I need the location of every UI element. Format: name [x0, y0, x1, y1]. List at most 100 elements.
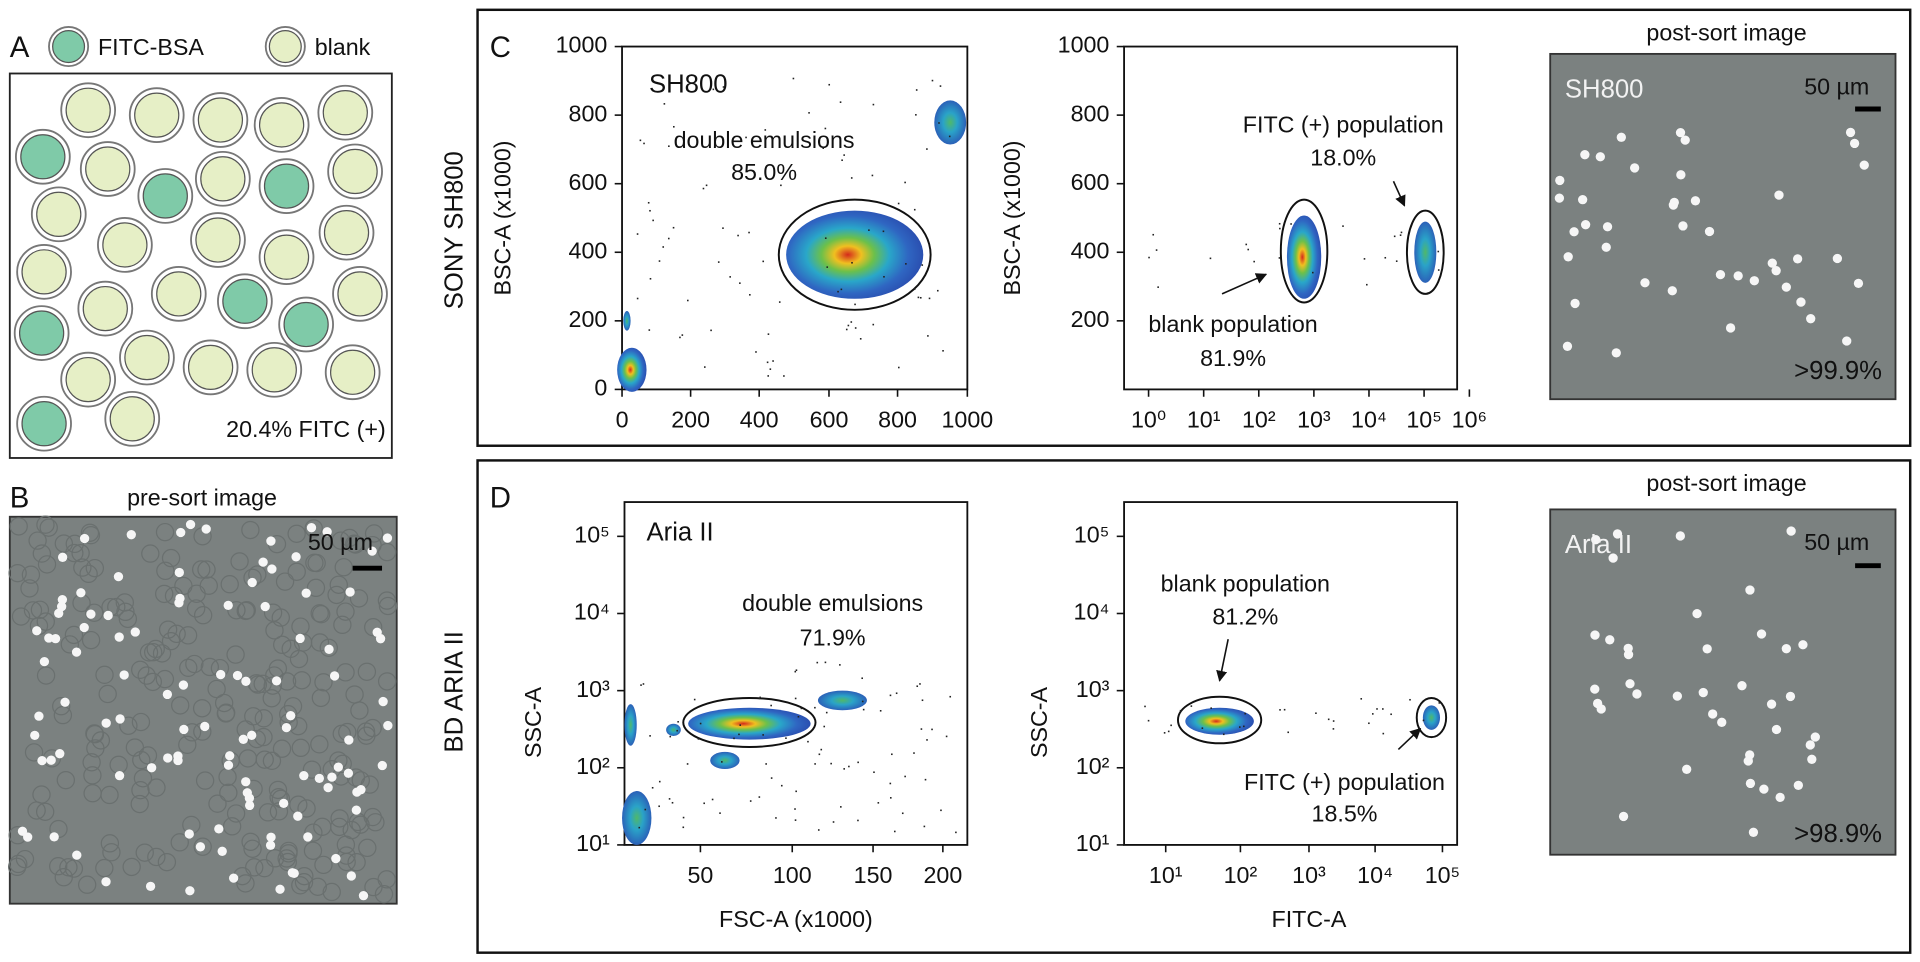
event: [939, 85, 942, 87]
droplet-shadow: [195, 771, 215, 790]
event: [658, 805, 660, 808]
particle: [1781, 644, 1792, 654]
y-tick-label: 400: [569, 237, 608, 263]
droplet-shadow: [350, 701, 369, 720]
droplet-shadow: [374, 884, 394, 904]
droplet-core: [21, 401, 67, 447]
event: [712, 88, 715, 91]
event: [924, 778, 927, 781]
event: [717, 261, 720, 263]
x-tick-label: 200: [671, 406, 710, 432]
droplet-shadow: [292, 671, 312, 690]
droplet-shadow: [220, 575, 239, 594]
droplet-shadow: [170, 833, 189, 852]
event: [913, 288, 916, 290]
droplet-shadow: [311, 605, 331, 624]
gate-label: FITC (+) population: [1244, 769, 1445, 795]
particle: [1682, 764, 1692, 774]
droplet-shadow: [241, 832, 260, 851]
particle: [267, 564, 277, 574]
droplet-shadow: [207, 679, 226, 699]
event: [825, 711, 828, 714]
droplet-shadow: [302, 760, 322, 779]
event: [681, 334, 684, 336]
droplet-core: [134, 92, 180, 138]
particle: [1737, 681, 1747, 691]
event: [1422, 719, 1425, 722]
event: [845, 328, 848, 331]
y-axis-label: BSC-A (x1000): [999, 140, 1025, 295]
event: [770, 704, 772, 707]
event: [823, 725, 826, 728]
droplet-shadow: [81, 630, 101, 650]
event: [854, 303, 856, 306]
particle: [1675, 531, 1685, 541]
droplet-shadow: [147, 778, 166, 797]
density-blob: [1422, 705, 1440, 730]
droplet-shadow: [131, 712, 151, 732]
event: [767, 375, 770, 377]
event: [758, 796, 761, 798]
particle: [1771, 724, 1782, 735]
particle: [241, 777, 251, 787]
purity: >99.9%: [1794, 357, 1882, 385]
y-tick-label: 600: [569, 169, 608, 195]
droplet-shadow: [364, 524, 384, 543]
gate: [1279, 198, 1329, 304]
droplet-shadow: [139, 643, 159, 662]
gate-label: blank population: [1161, 570, 1330, 596]
droplet-shadow: [306, 578, 326, 598]
gate: [1405, 209, 1445, 295]
particle: [247, 577, 257, 588]
droplet-core: [109, 396, 155, 442]
droplet-shadow: [378, 596, 398, 616]
droplet-core: [65, 87, 111, 133]
gate-percent: 81.2%: [1212, 604, 1278, 630]
droplet-shadow: [85, 724, 104, 743]
particle: [145, 881, 156, 892]
event: [814, 706, 816, 709]
particle: [1725, 323, 1736, 333]
droplet-shadow: [54, 534, 74, 553]
particle: [32, 626, 42, 636]
particle: [49, 832, 59, 842]
particle: [275, 884, 285, 894]
event: [873, 771, 875, 774]
panel-label: A: [10, 31, 30, 64]
droplet-shadow: [83, 784, 102, 803]
droplet-core: [142, 173, 188, 219]
droplet-shadow: [255, 859, 274, 878]
event: [840, 806, 842, 808]
particle: [333, 762, 343, 772]
x-tick-label: 400: [740, 406, 779, 432]
particle: [293, 811, 303, 821]
event: [936, 289, 939, 292]
droplet-shadow: [28, 531, 47, 550]
droplet-shadow: [279, 844, 298, 863]
image-inset: Aria II: [1565, 531, 1632, 559]
event: [658, 260, 661, 262]
droplet-shadow: [155, 522, 175, 542]
event: [857, 819, 859, 822]
event: [868, 229, 870, 231]
event: [938, 122, 940, 124]
droplet-shadow: [24, 743, 44, 762]
event: [710, 329, 712, 332]
droplet-shadow: [310, 633, 330, 652]
particle: [1632, 689, 1642, 699]
event: [794, 808, 796, 810]
droplet-shadow: [83, 766, 102, 785]
particle: [378, 696, 388, 707]
event: [822, 147, 825, 149]
droplet-shadow: [15, 849, 35, 869]
particle: [281, 722, 292, 733]
event: [1327, 718, 1330, 721]
droplet-shadow: [269, 802, 289, 821]
droplet-core: [337, 271, 383, 317]
particle: [76, 588, 86, 598]
event: [931, 79, 934, 82]
droplet-shadow: [161, 631, 181, 651]
event: [1384, 256, 1387, 259]
particle: [46, 755, 56, 765]
droplet-shadow: [340, 528, 359, 548]
